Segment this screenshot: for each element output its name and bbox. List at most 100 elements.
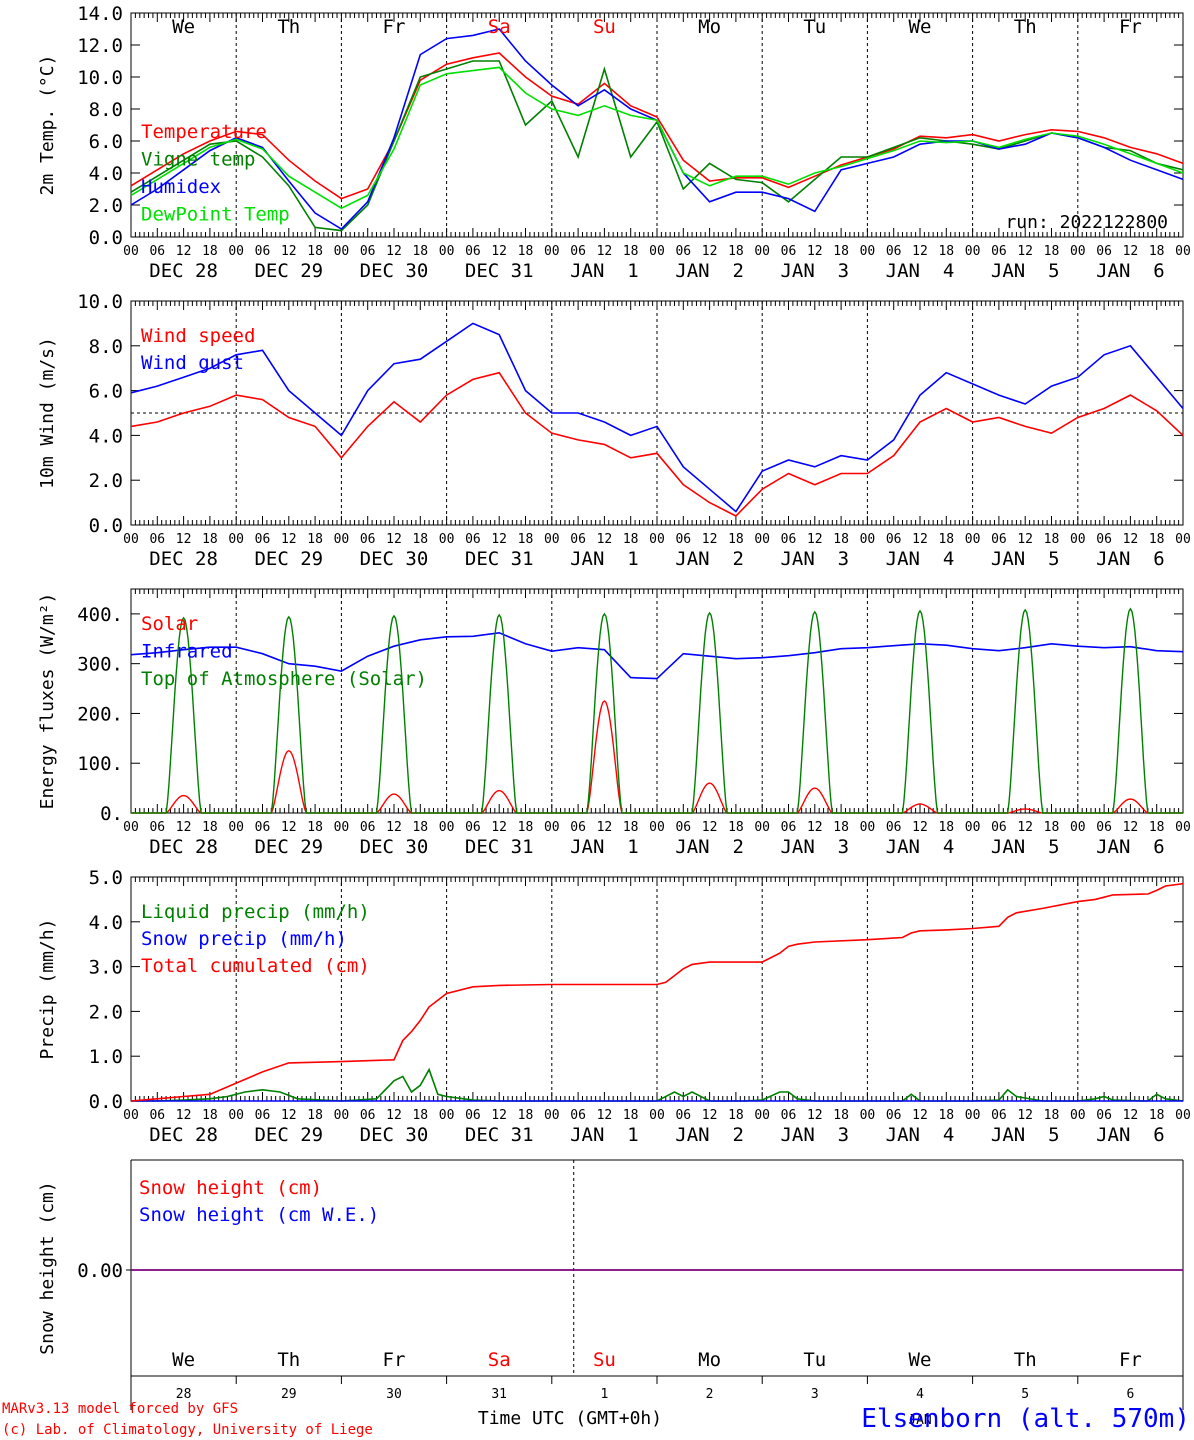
hour-tick-label: 06 (570, 1108, 586, 1123)
hour-tick-label: 06 (991, 820, 1007, 835)
hour-tick-label: 00 (439, 532, 455, 547)
hour-tick-label: 06 (465, 1108, 481, 1123)
y-tick-label: 10.0 (77, 291, 123, 313)
hour-tick-label: 00 (965, 532, 981, 547)
hour-tick-label: 00 (123, 244, 139, 259)
legend-entry: Infrared (141, 641, 233, 663)
hour-tick-label: 00 (439, 1108, 455, 1123)
hour-tick-label: 18 (1149, 1108, 1165, 1123)
day-number-label: 30 (386, 1387, 402, 1402)
hour-tick-label: 12 (386, 820, 402, 835)
hour-tick-label: 06 (991, 1108, 1007, 1123)
hour-tick-label: 12 (1017, 244, 1033, 259)
hour-tick-label: 00 (439, 244, 455, 259)
hour-tick-label: 18 (1044, 820, 1060, 835)
hour-tick-label: 18 (1149, 244, 1165, 259)
hour-tick-label: 12 (1017, 820, 1033, 835)
weekday-label: Th (277, 16, 300, 38)
hour-tick-label: 06 (465, 820, 481, 835)
hour-tick-label: 06 (991, 532, 1007, 547)
weekday-label: Fr (1119, 1349, 1142, 1371)
date-label: JAN 2 (675, 836, 744, 858)
hour-tick-label: 00 (860, 532, 876, 547)
y-tick-label: 8.0 (89, 99, 123, 121)
hour-tick-label: 06 (781, 532, 797, 547)
hour-tick-label: 18 (412, 820, 428, 835)
date-label: DEC 29 (254, 260, 323, 282)
hour-tick-label: 18 (623, 244, 639, 259)
hour-tick-label: 00 (1070, 820, 1086, 835)
hour-tick-label: 12 (912, 532, 928, 547)
date-label: DEC 31 (465, 836, 534, 858)
hour-tick-label: 06 (570, 244, 586, 259)
station-label: Elsenborn (alt. 570m) (861, 1404, 1190, 1434)
hour-tick-label: 00 (334, 820, 350, 835)
hour-tick-label: 18 (623, 1108, 639, 1123)
credit-line-1: MARv3.13 model forced by GFS (2, 1401, 238, 1417)
hour-tick-label: 00 (1070, 1108, 1086, 1123)
date-label: JAN 6 (1096, 260, 1165, 282)
hour-tick-label: 12 (1123, 532, 1139, 547)
hour-tick-label: 06 (1096, 820, 1112, 835)
hour-tick-label: 12 (1123, 820, 1139, 835)
hour-tick-label: 12 (281, 532, 297, 547)
date-label: DEC 28 (149, 548, 218, 570)
hour-tick-label: 06 (465, 532, 481, 547)
wind-panel: 00 06 12 18 00 06 12 18 00 06 12 18 00 06 12 18 00 06 12 18… (37, 291, 1191, 570)
date-label: JAN 4 (886, 836, 955, 858)
hour-tick-label: 12 (386, 244, 402, 259)
date-label: DEC 30 (360, 836, 429, 858)
hour-tick-label: 00 (649, 244, 665, 259)
hour-tick-label: 00 (228, 532, 244, 547)
weekday-label: Th (1014, 16, 1037, 38)
hour-tick-label: 06 (886, 820, 902, 835)
date-label: DEC 31 (465, 548, 534, 570)
hour-tick-label: 12 (702, 532, 718, 547)
day-number-label: 1 (600, 1387, 608, 1402)
hour-tick-label: 12 (281, 1108, 297, 1123)
date-label: DEC 28 (149, 260, 218, 282)
day-number-label: 2 (706, 1387, 714, 1402)
y-tick-label: 6.0 (89, 131, 123, 153)
hour-tick-label: 00 (1175, 1108, 1191, 1123)
hour-tick-label: 00 (1175, 244, 1191, 259)
weekday-label: Sa (488, 1349, 511, 1371)
date-label: DEC 30 (360, 548, 429, 570)
date-label: JAN 1 (570, 548, 639, 570)
day-number-label: 3 (811, 1387, 819, 1402)
hour-tick-label: 06 (675, 820, 691, 835)
hour-tick-label: 18 (412, 532, 428, 547)
weekday-label: Th (277, 1349, 300, 1371)
series-line-wind-speed (130, 371, 1184, 517)
hour-tick-label: 00 (649, 1108, 665, 1123)
hour-tick-label: 18 (623, 820, 639, 835)
run-label: run: 2022122800 (1005, 212, 1168, 233)
weekday-label: Su (593, 1349, 616, 1371)
y-tick-label: 200. (77, 703, 123, 725)
hour-tick-label: 00 (1175, 532, 1191, 547)
hour-tick-label: 06 (781, 1108, 797, 1123)
date-label: JAN 3 (780, 836, 849, 858)
hour-tick-label: 00 (1070, 244, 1086, 259)
legend-entry: Snow precip (mm/h) (141, 928, 347, 950)
hour-tick-label: 12 (912, 244, 928, 259)
hour-tick-label: 12 (281, 244, 297, 259)
y-tick-label: 2.0 (89, 1001, 123, 1023)
hour-tick-label: 06 (255, 820, 271, 835)
month-label: JAN (908, 1413, 931, 1428)
y-axis-title: Precip (mm/h) (37, 919, 58, 1060)
y-tick-label: 12.0 (77, 35, 123, 57)
day-number-label: 4 (916, 1387, 924, 1402)
y-tick-label: 4.0 (89, 912, 123, 934)
legend-entry: Wind speed (141, 325, 255, 347)
hour-tick-label: 18 (938, 1108, 954, 1123)
weekday-label: We (909, 16, 932, 38)
hour-tick-label: 18 (202, 244, 218, 259)
date-label: JAN 3 (780, 260, 849, 282)
date-label: JAN 2 (675, 1124, 744, 1146)
legend-entry: Temperature (141, 121, 267, 143)
hour-tick-label: 06 (570, 532, 586, 547)
hour-tick-label: 18 (938, 244, 954, 259)
hour-tick-label: 12 (491, 244, 507, 259)
hour-tick-label: 18 (833, 820, 849, 835)
